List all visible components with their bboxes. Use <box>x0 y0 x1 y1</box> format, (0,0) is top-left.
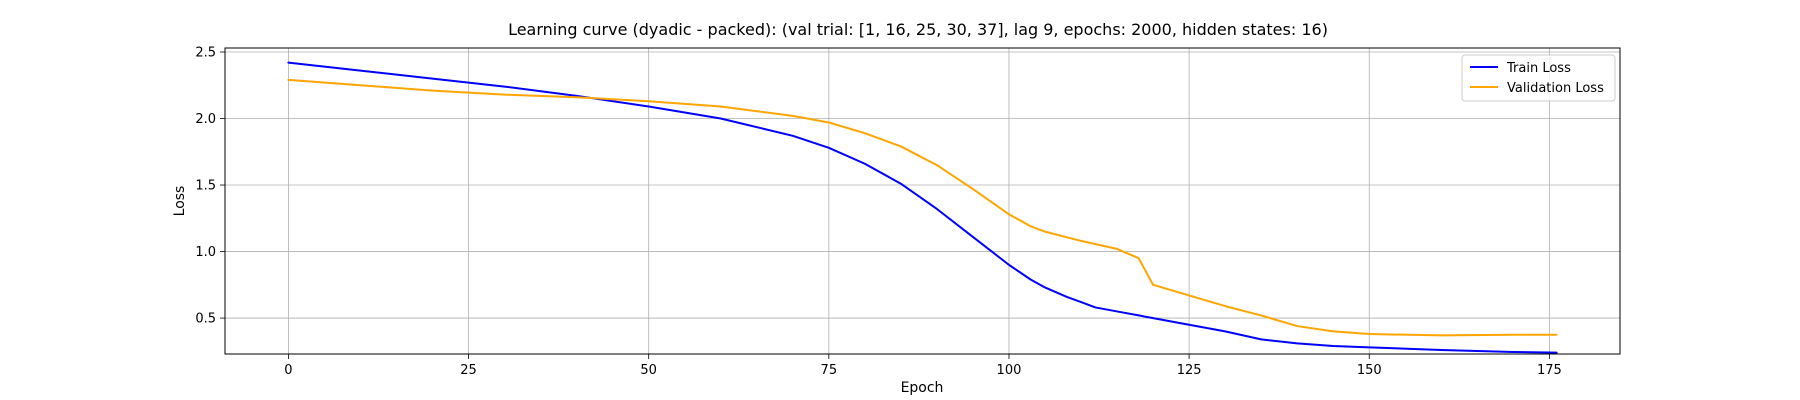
legend-label-validation-loss: Validation Loss <box>1507 81 1604 96</box>
y-tick-label: 2.5 <box>195 45 216 60</box>
y-tick-label: 0.5 <box>195 312 216 327</box>
x-tick-label: 50 <box>640 363 657 378</box>
y-tick-label: 2.0 <box>195 112 216 127</box>
y-tick-label: 1.5 <box>195 179 216 194</box>
x-tick-label: 25 <box>460 363 477 378</box>
x-tick-label: 0 <box>284 363 292 378</box>
y-tick-label: 1.0 <box>195 245 216 260</box>
x-tick-label: 150 <box>1357 363 1382 378</box>
y-axis-title: Loss <box>172 186 188 217</box>
legend-label-train-loss: Train Loss <box>1506 61 1571 76</box>
series-line-train-loss <box>287 61 1558 354</box>
legend-box <box>1461 54 1616 102</box>
chart-title: Learning curve (dyadic - packed): (val t… <box>508 20 1328 39</box>
x-axis-title: Epoch <box>901 380 944 396</box>
x-tick-label: 100 <box>997 363 1022 378</box>
legend: Train Loss Validation Loss <box>1461 54 1616 102</box>
x-tick-label: 75 <box>821 363 838 378</box>
series-lines <box>287 61 1558 354</box>
axis-ticks: 0 25 50 75 100 125 150 175 0.5 1.0 1.5 2.0 2.5 <box>195 45 1561 378</box>
x-tick-label: 125 <box>1177 363 1202 378</box>
plot-area-frame <box>224 47 1621 355</box>
series-line-validation-loss <box>287 78 1558 337</box>
x-tick-label: 175 <box>1537 363 1562 378</box>
